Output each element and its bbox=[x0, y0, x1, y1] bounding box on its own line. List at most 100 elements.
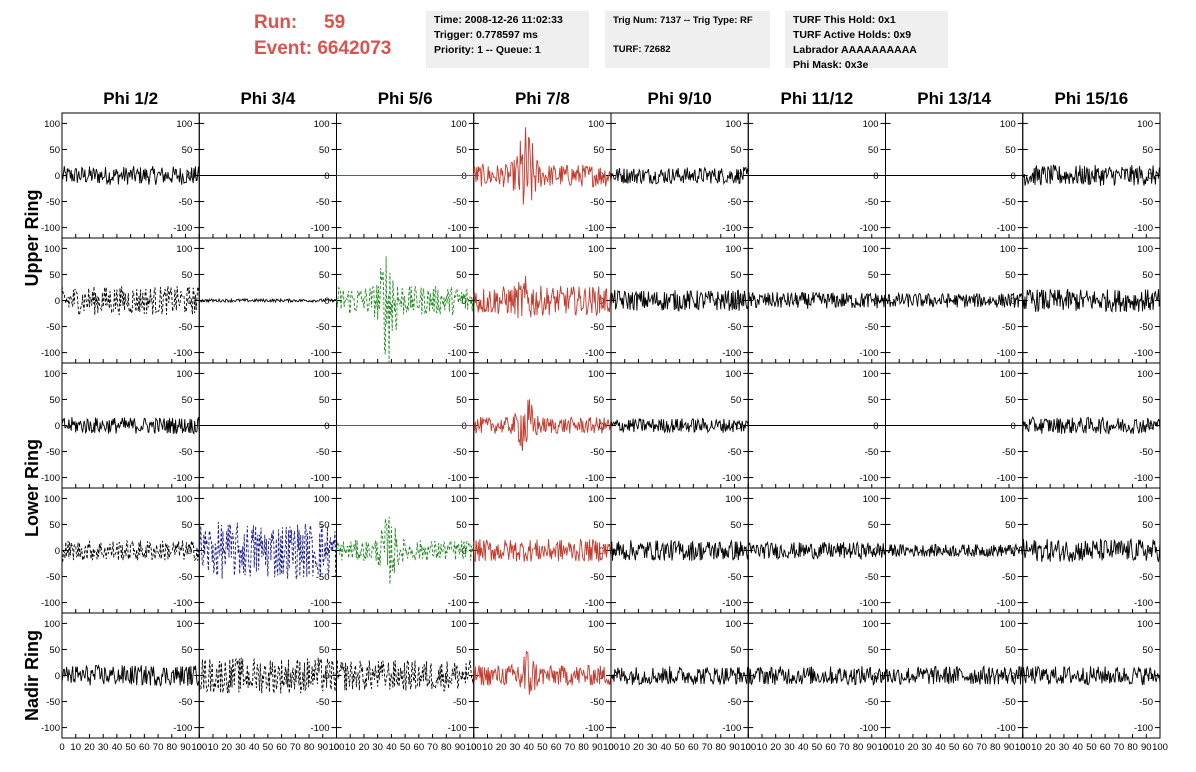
y-tick-label: -50 bbox=[590, 697, 604, 708]
turf-hold-text: TURF This Hold: 0x1 bbox=[793, 14, 896, 26]
y-tick-label: 50 bbox=[456, 520, 467, 531]
y-tick-label: 100 bbox=[863, 244, 879, 255]
y-tick-label: -100 bbox=[859, 223, 878, 234]
phi-column-label: Phi 15/16 bbox=[1055, 89, 1129, 108]
x-tick-label: 40 bbox=[661, 742, 672, 753]
y-tick-label: 100 bbox=[1137, 119, 1153, 130]
y-tick-label: 100 bbox=[863, 369, 879, 380]
y-tick-label: -100 bbox=[173, 473, 192, 484]
y-tick-label: -50 bbox=[1139, 197, 1153, 208]
y-tick-label: 50 bbox=[456, 395, 467, 406]
y-tick-label: -100 bbox=[310, 598, 329, 609]
waveform-trace bbox=[198, 297, 337, 304]
x-tick-label: 10 bbox=[70, 742, 81, 753]
turf-active-text: TURF Active Holds: 0x9 bbox=[793, 29, 912, 41]
waveform-trace bbox=[747, 540, 886, 561]
x-tick-label: 40 bbox=[112, 742, 123, 753]
waveform-trace bbox=[473, 127, 612, 205]
x-tick-label: 80 bbox=[1127, 742, 1138, 753]
x-tick-label: 90 bbox=[592, 742, 603, 753]
x-tick-label: 30 bbox=[372, 742, 383, 753]
x-tick-label: 70 bbox=[976, 742, 987, 753]
y-tick-label: 50 bbox=[593, 145, 604, 156]
y-tick-label: -50 bbox=[179, 447, 193, 458]
y-tick-label: -50 bbox=[453, 697, 467, 708]
x-tick-label: 60 bbox=[963, 742, 974, 753]
turf-info-box: TURF This Hold: 0x1 TURF Active Holds: 0… bbox=[785, 11, 948, 71]
y-tick-label: 50 bbox=[593, 520, 604, 531]
y-tick-label: 0 bbox=[599, 546, 604, 557]
y-tick-label: 0 bbox=[461, 671, 466, 682]
waveform-trace bbox=[61, 664, 200, 687]
y-tick-label: 50 bbox=[1005, 645, 1016, 656]
x-tick-label: 10 bbox=[1031, 742, 1042, 753]
x-tick-label: 70 bbox=[290, 742, 301, 753]
y-tick-label: 0 bbox=[1010, 296, 1015, 307]
y-tick-label: -100 bbox=[997, 223, 1016, 234]
y-tick-label: 50 bbox=[1005, 145, 1016, 156]
x-tick-label: 50 bbox=[537, 742, 548, 753]
waveform-trace bbox=[1022, 537, 1161, 563]
waveform-trace bbox=[336, 256, 475, 363]
x-tick-label: 90 bbox=[1004, 742, 1015, 753]
x-tick-label: 60 bbox=[414, 742, 425, 753]
x-tick-label: 0 bbox=[59, 742, 64, 753]
y-tick-label: -50 bbox=[179, 197, 193, 208]
y-tick-label: 0 bbox=[1148, 671, 1153, 682]
y-tick-label: 100 bbox=[314, 119, 330, 130]
y-tick-label: -50 bbox=[46, 447, 60, 458]
y-tick-label: 50 bbox=[1142, 270, 1153, 281]
x-tick-label: 30 bbox=[1059, 742, 1070, 753]
y-tick-label: 50 bbox=[319, 145, 330, 156]
y-tick-label: -50 bbox=[590, 197, 604, 208]
x-tick-label: 50 bbox=[949, 742, 960, 753]
y-tick-label: -100 bbox=[173, 723, 192, 734]
waveform-trace bbox=[198, 657, 337, 694]
y-tick-label: 0 bbox=[187, 546, 192, 557]
x-tick-label: 100 bbox=[1152, 742, 1168, 753]
y-tick-label: -100 bbox=[585, 473, 604, 484]
y-tick-label: 0 bbox=[324, 171, 329, 182]
x-tick-label: 90 bbox=[455, 742, 466, 753]
y-tick-label: -50 bbox=[453, 322, 467, 333]
x-tick-label: 100 bbox=[329, 742, 345, 753]
y-tick-label: 100 bbox=[725, 619, 741, 630]
x-tick-label: 10 bbox=[345, 742, 356, 753]
y-tick-label: -100 bbox=[173, 598, 192, 609]
y-tick-label: 0 bbox=[1010, 171, 1015, 182]
y-tick-label: -100 bbox=[722, 598, 741, 609]
y-tick-label: -50 bbox=[179, 697, 193, 708]
y-tick-label: 50 bbox=[868, 145, 879, 156]
x-tick-label: 100 bbox=[191, 742, 207, 753]
time-info-box: Time: 2008-12-26 11:02:33 Trigger: 0.778… bbox=[426, 11, 589, 68]
x-tick-label: 60 bbox=[551, 742, 562, 753]
x-tick-label: 60 bbox=[688, 742, 699, 753]
x-tick-label: 0 bbox=[608, 742, 613, 753]
y-tick-label: 0 bbox=[324, 296, 329, 307]
x-tick-label: 0 bbox=[197, 742, 202, 753]
y-tick-label: -50 bbox=[453, 447, 467, 458]
x-tick-label: 60 bbox=[276, 742, 287, 753]
y-tick-label: -100 bbox=[859, 473, 878, 484]
y-tick-label: 0 bbox=[1010, 421, 1015, 432]
x-tick-label: 40 bbox=[1072, 742, 1083, 753]
ring-row-label: Upper Ring bbox=[22, 190, 42, 287]
y-tick-label: 100 bbox=[451, 619, 467, 630]
labrador-text: Labrador AAAAAAAAAA bbox=[793, 44, 917, 56]
y-tick-label: -100 bbox=[1134, 473, 1153, 484]
run-label: Run: bbox=[254, 12, 298, 33]
y-tick-label: 0 bbox=[1148, 171, 1153, 182]
y-tick-label: -50 bbox=[1002, 697, 1016, 708]
y-tick-label: -50 bbox=[46, 197, 60, 208]
y-tick-label: -50 bbox=[316, 447, 330, 458]
y-tick-label: -50 bbox=[865, 697, 879, 708]
y-tick-label: -50 bbox=[728, 197, 742, 208]
y-tick-label: 100 bbox=[588, 369, 604, 380]
x-tick-label: 70 bbox=[702, 742, 713, 753]
x-tick-label: 50 bbox=[812, 742, 823, 753]
y-tick-label: -100 bbox=[310, 723, 329, 734]
waveform-trace bbox=[1022, 416, 1161, 435]
y-tick-label: -100 bbox=[41, 473, 60, 484]
y-tick-label: -100 bbox=[1134, 598, 1153, 609]
